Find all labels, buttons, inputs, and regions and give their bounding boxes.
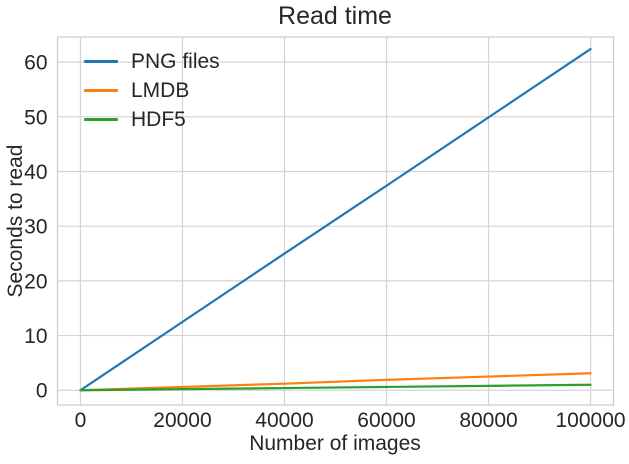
- x-tick-label: 100000: [556, 409, 626, 432]
- y-tick-label: 20: [24, 270, 47, 293]
- y-tick-label: 10: [24, 325, 47, 348]
- y-axis-label: Seconds to read: [4, 144, 27, 298]
- x-tick-label: 60000: [357, 409, 415, 432]
- x-tick-label: 20000: [153, 409, 211, 432]
- y-tick-label: 50: [24, 106, 47, 129]
- series-line-png-files: [79, 47, 592, 392]
- x-tick-label: 80000: [459, 409, 517, 432]
- legend-swatch-png-files: [84, 60, 118, 63]
- legend: PNG files LMDB HDF5: [84, 47, 220, 134]
- y-tick-label: 60: [24, 52, 47, 75]
- x-tick-label: 40000: [255, 409, 313, 432]
- legend-swatch-lmdb: [84, 89, 118, 92]
- legend-item-lmdb: LMDB: [84, 76, 220, 105]
- series-line-hdf5: [79, 383, 592, 392]
- x-axis-label: Number of images: [249, 432, 421, 455]
- legend-label: HDF5: [131, 107, 186, 131]
- legend-label: LMDB: [131, 78, 190, 102]
- chart-title: Read time: [278, 2, 392, 30]
- legend-swatch-hdf5: [84, 118, 118, 121]
- legend-item-hdf5: HDF5: [84, 105, 220, 134]
- y-tick-label: 40: [24, 161, 47, 184]
- y-tick-label: 30: [24, 216, 47, 239]
- legend-item-png-files: PNG files: [84, 47, 220, 76]
- plot-frame: [56, 36, 615, 406]
- y-tick-label: 0: [36, 380, 48, 403]
- series-line-lmdb: [79, 372, 592, 392]
- x-tick-label: 0: [75, 409, 87, 432]
- legend-label: PNG files: [131, 49, 220, 73]
